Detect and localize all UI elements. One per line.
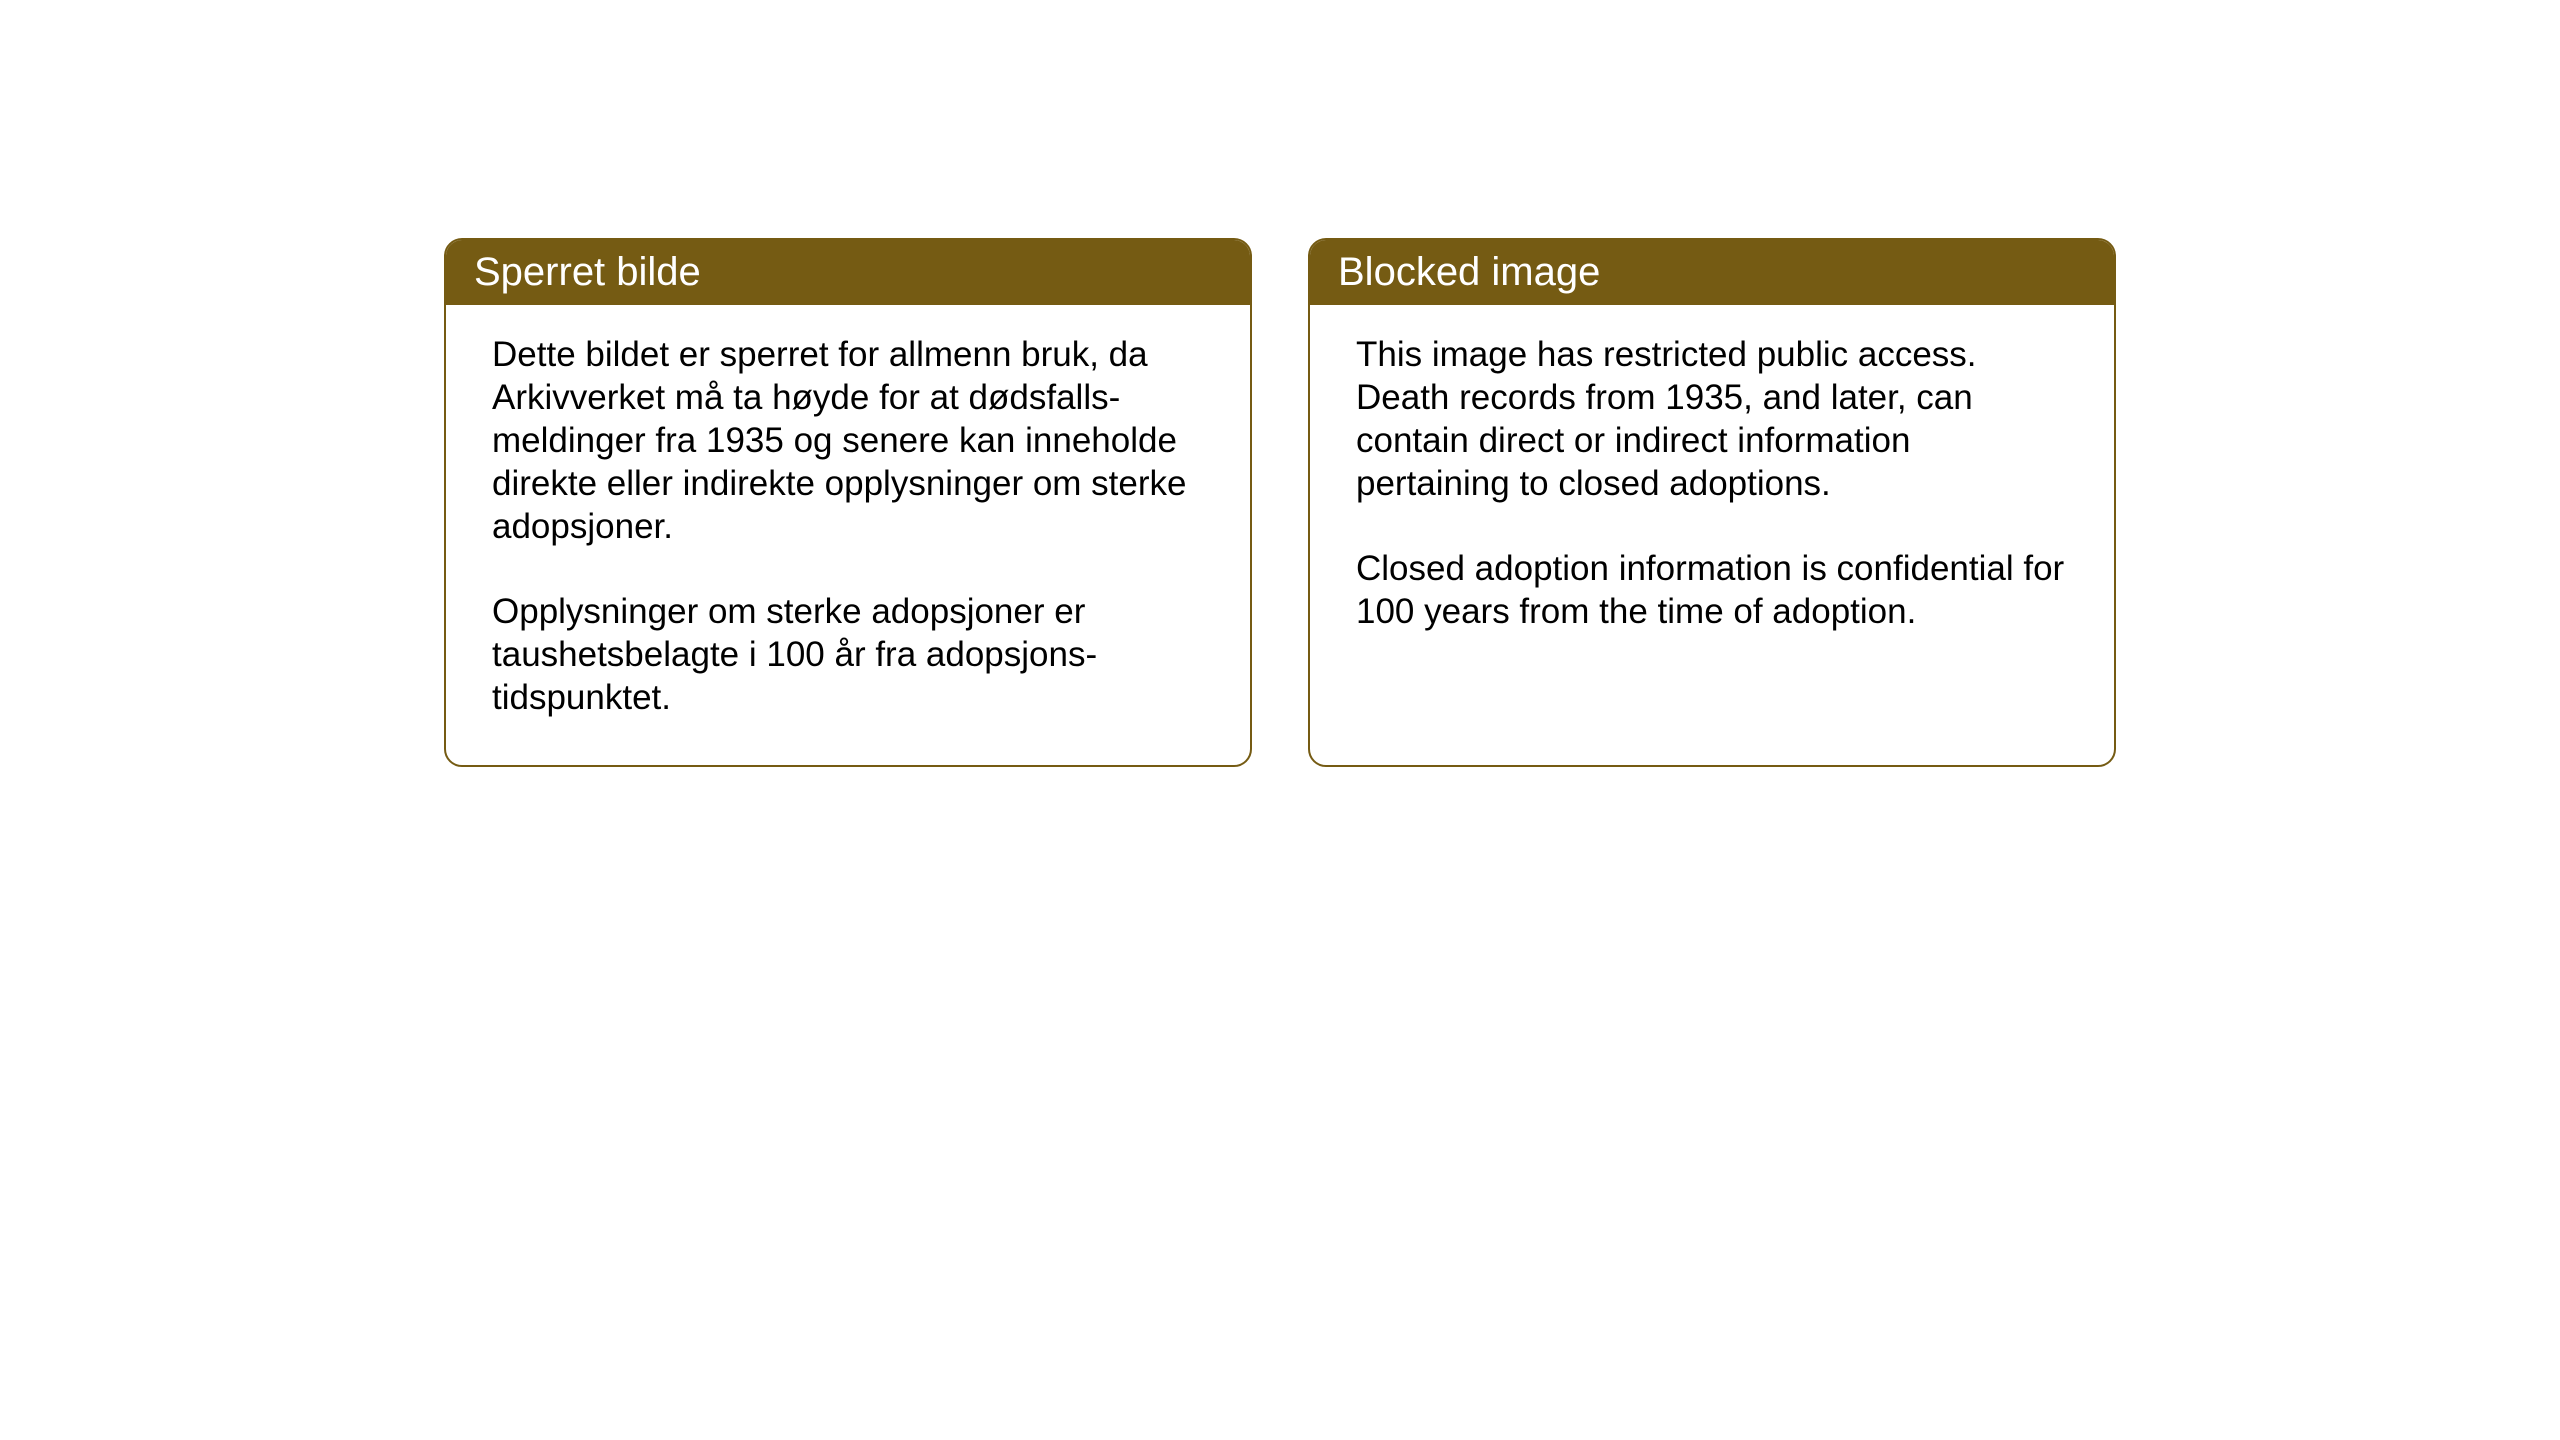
norwegian-card-body: Dette bildet er sperret for allmenn bruk…	[446, 305, 1250, 765]
english-card-body: This image has restricted public access.…	[1310, 305, 2114, 747]
norwegian-card-header: Sperret bilde	[446, 240, 1250, 305]
english-paragraph-2: Closed adoption information is confident…	[1356, 547, 2068, 633]
norwegian-paragraph-1: Dette bildet er sperret for allmenn bruk…	[492, 333, 1204, 548]
english-notice-card: Blocked image This image has restricted …	[1308, 238, 2116, 767]
english-card-header: Blocked image	[1310, 240, 2114, 305]
norwegian-notice-card: Sperret bilde Dette bildet er sperret fo…	[444, 238, 1252, 767]
norwegian-paragraph-2: Opplysninger om sterke adopsjoner er tau…	[492, 590, 1204, 719]
english-paragraph-1: This image has restricted public access.…	[1356, 333, 2068, 505]
notice-cards-container: Sperret bilde Dette bildet er sperret fo…	[444, 238, 2116, 767]
english-card-title: Blocked image	[1338, 250, 1600, 294]
norwegian-card-title: Sperret bilde	[474, 250, 701, 294]
